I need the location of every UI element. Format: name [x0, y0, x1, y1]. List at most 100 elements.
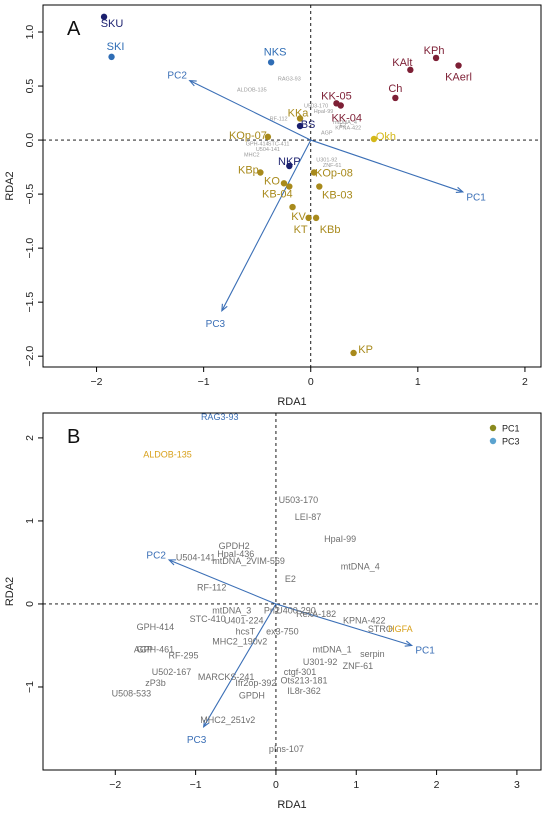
- sample-point: [316, 183, 323, 190]
- faint-variable-label: KPNA-422: [335, 125, 361, 131]
- x-tick-label: 1: [353, 779, 359, 791]
- y-tick-label: −0.5: [24, 184, 36, 205]
- arrow-pc3: [221, 139, 312, 312]
- arrow-pc2: [189, 80, 311, 141]
- sample-point: [296, 122, 304, 130]
- sample-point: [312, 214, 320, 222]
- sample-label: NKP: [278, 156, 301, 168]
- sample-label: SKU: [101, 18, 124, 30]
- y-axis-label: RDA2: [4, 171, 16, 200]
- variable-label: RF-295: [169, 650, 199, 660]
- sample-label: SKI: [107, 41, 125, 53]
- variable-label: VIM-569: [251, 556, 285, 566]
- y-tick-label: 1: [24, 518, 36, 524]
- variable-label: HpaI-436: [217, 549, 254, 559]
- y-tick-label: 2: [24, 435, 36, 441]
- faint-variable-label: MHC2: [244, 152, 260, 158]
- x-tick-label: −2: [109, 779, 121, 791]
- variable-label: IL8r-362: [287, 686, 321, 696]
- sample-label: NKS: [264, 46, 287, 58]
- sample-label: KOp-07: [229, 130, 267, 142]
- variable-label: U504-141: [176, 552, 216, 562]
- variable-label: HGFA: [388, 624, 413, 634]
- variable-label: LEI-87: [295, 512, 322, 522]
- variable-label: ex3-750: [266, 626, 299, 636]
- sample-point: [286, 183, 293, 190]
- sample-point: [305, 214, 312, 222]
- y-tick-label: 1.0: [24, 25, 36, 40]
- panel-letter: B: [67, 426, 80, 448]
- sample-label: Ch: [388, 83, 402, 95]
- x-tick-label: 2: [522, 376, 528, 388]
- variable-label: mtDNA_3: [212, 606, 251, 616]
- plot-frame: [42, 4, 542, 368]
- variable-label: hcsT: [236, 626, 256, 636]
- variable-label: U502-167: [152, 667, 192, 677]
- legend-marker: [489, 424, 497, 432]
- x-tick-label: 3: [514, 779, 520, 791]
- sample-label: Okh: [376, 131, 396, 143]
- variable-label: U508-533: [112, 689, 152, 699]
- sample-label: KK-04: [331, 112, 362, 124]
- arrow-head: [202, 719, 210, 729]
- variable-label: HpaI-99: [324, 534, 356, 544]
- sample-label: KKa: [288, 107, 310, 119]
- variable-label: GPDH2: [219, 541, 250, 551]
- faint-variable-label: E2: [340, 123, 347, 129]
- sample-point: [392, 94, 399, 102]
- sample-point: [296, 115, 304, 122]
- variable-label: RexA-182: [296, 609, 336, 619]
- x-tick-label: −1: [198, 376, 210, 388]
- variable-label: STC-410: [190, 614, 226, 624]
- sample-point: [267, 59, 275, 66]
- variable-label: Pri2: [264, 606, 280, 616]
- sample-point: [100, 13, 108, 21]
- x-tick-label: 1: [415, 376, 421, 388]
- sample-label: KT: [294, 224, 308, 236]
- sample-point: [280, 180, 288, 187]
- arrow-label: PC1: [466, 192, 486, 203]
- x-tick-label: 0: [273, 779, 279, 791]
- y-tick-label: 0.5: [24, 79, 36, 94]
- arrow-label: PC3: [187, 735, 207, 746]
- sample-label: KAerl: [445, 72, 472, 84]
- sample-point: [310, 169, 318, 176]
- variable-label: KPNA-422: [343, 616, 386, 626]
- faint-variable-label: RAG3-93: [278, 77, 301, 83]
- arrow-label: PC2: [167, 70, 187, 81]
- arrow-label: PC1: [415, 646, 435, 657]
- sample-label: KAlt: [392, 57, 412, 69]
- arrow-head: [455, 186, 465, 193]
- faint-variable-label: U301-92: [316, 158, 337, 164]
- plot-frame: [42, 412, 542, 771]
- y-tick-label: −1.5: [24, 292, 36, 313]
- variable-label: MHC2_190v2: [212, 636, 267, 646]
- y-tick-label: −1.0: [24, 238, 36, 259]
- faint-variable-label: AGP: [321, 131, 333, 137]
- x-tick-label: 0: [308, 376, 314, 388]
- y-tick-label: 0.0: [24, 133, 36, 148]
- variable-label: MARCKS-241: [198, 672, 255, 682]
- x-tick-label: −2: [91, 376, 103, 388]
- sample-label: KO: [264, 175, 280, 187]
- sample-label: KPh: [424, 45, 445, 57]
- variable-label: ctgf-301: [284, 667, 317, 677]
- variable-label: GPH-461: [137, 645, 175, 655]
- faint-variable-label: HpaI-99: [314, 109, 334, 115]
- variable-label: E2: [285, 574, 296, 584]
- sample-point: [350, 349, 357, 357]
- panel-b: −2 −1 0 1 2 3−1012RDA1RDA2BPC2PC1PC3RAG3-93AL…: [4, 412, 542, 811]
- y-tick-label: −1: [24, 681, 36, 693]
- variable-label: MHC2_251v2: [200, 715, 255, 725]
- variable-label: U503-170: [279, 495, 319, 505]
- sample-label: KBb: [320, 224, 341, 236]
- x-axis-label: RDA1: [277, 396, 306, 408]
- legend-marker: [489, 437, 497, 445]
- variable-label: RF-112: [197, 582, 226, 592]
- faint-variable-label: STC-411: [268, 141, 290, 147]
- y-tick-label: 0: [24, 601, 36, 607]
- sample-point: [108, 53, 115, 61]
- sample-point: [264, 133, 272, 141]
